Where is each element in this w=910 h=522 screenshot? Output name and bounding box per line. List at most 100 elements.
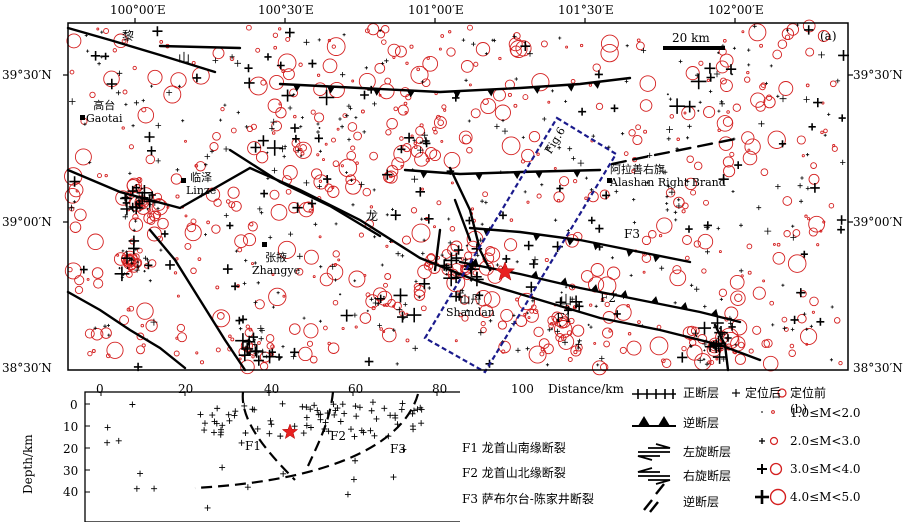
event-before bbox=[416, 67, 421, 72]
event-before bbox=[454, 339, 458, 343]
event-after bbox=[316, 122, 320, 126]
profile-event bbox=[314, 407, 321, 414]
event-after bbox=[711, 316, 724, 330]
profile-event bbox=[303, 404, 310, 411]
event-after bbox=[584, 176, 588, 180]
event-after bbox=[478, 329, 484, 336]
profile-event bbox=[280, 470, 287, 477]
event-after bbox=[161, 230, 169, 238]
legend-mag4: 4.0≤M<5.0 bbox=[790, 490, 861, 504]
event-before bbox=[656, 217, 673, 234]
event-after bbox=[421, 131, 428, 139]
event-after bbox=[271, 305, 275, 309]
event-before bbox=[748, 23, 767, 42]
event-after bbox=[235, 316, 244, 325]
event-after bbox=[659, 265, 665, 271]
event-before bbox=[470, 207, 475, 211]
event-after bbox=[769, 64, 773, 68]
event-after bbox=[249, 332, 258, 342]
event-after bbox=[417, 295, 421, 299]
event-before bbox=[527, 316, 531, 320]
map-fault-label-f1: F1 bbox=[556, 311, 572, 325]
event-after bbox=[422, 238, 426, 242]
event-before bbox=[250, 123, 257, 130]
event-before bbox=[273, 45, 278, 50]
event-after bbox=[118, 267, 121, 270]
event-before bbox=[413, 141, 418, 146]
event-after bbox=[103, 324, 107, 328]
event-after bbox=[704, 224, 710, 231]
event-after bbox=[290, 123, 300, 133]
event-before bbox=[483, 291, 501, 308]
event-before bbox=[100, 327, 112, 339]
profile-event bbox=[204, 504, 211, 511]
event-before bbox=[415, 125, 425, 136]
map-fault-label-f3: F3 bbox=[624, 227, 640, 241]
event-after bbox=[613, 310, 621, 318]
event-before bbox=[772, 251, 786, 265]
place-zhangye-en: Zhangye bbox=[252, 263, 301, 277]
event-before bbox=[759, 83, 766, 91]
profile-event bbox=[300, 430, 307, 437]
thrust-tooth bbox=[626, 249, 634, 257]
event-after bbox=[502, 254, 511, 263]
profile-faults bbox=[194, 391, 420, 490]
event-before bbox=[672, 265, 682, 275]
event-before bbox=[723, 165, 736, 178]
profile-y-tick-10: 10 bbox=[63, 420, 79, 434]
event-before bbox=[313, 174, 329, 190]
event-after bbox=[83, 122, 87, 126]
map-char-shan-1: 山 bbox=[178, 51, 191, 65]
event-before bbox=[636, 38, 641, 43]
event-after bbox=[692, 330, 699, 337]
event-after bbox=[673, 210, 678, 215]
event-before bbox=[277, 240, 296, 259]
event-before bbox=[631, 169, 636, 174]
event-after bbox=[475, 291, 484, 300]
event-before bbox=[136, 332, 145, 341]
event-after bbox=[377, 323, 382, 328]
profile-x-tick-20: 20 bbox=[178, 382, 194, 396]
event-after bbox=[155, 158, 161, 164]
legend-mag4-plus bbox=[755, 490, 769, 504]
event-before bbox=[504, 238, 518, 252]
profile-event bbox=[238, 439, 245, 446]
event-after bbox=[686, 179, 690, 184]
event-before bbox=[140, 323, 145, 328]
event-after bbox=[571, 156, 576, 161]
event-before bbox=[87, 350, 93, 357]
event-after bbox=[512, 313, 516, 317]
profile-fault-label-f3: F3 bbox=[390, 442, 406, 456]
event-before bbox=[96, 27, 100, 31]
legend-mag2-circle bbox=[769, 436, 779, 446]
event-before bbox=[326, 37, 346, 56]
event-after bbox=[209, 149, 215, 154]
event-after bbox=[673, 301, 677, 305]
event-after bbox=[181, 119, 185, 123]
event-after bbox=[521, 135, 525, 139]
event-before bbox=[358, 232, 364, 238]
event-before bbox=[816, 243, 820, 247]
event-after bbox=[804, 25, 814, 35]
event-after bbox=[393, 288, 408, 303]
event-after bbox=[136, 264, 140, 268]
event-after bbox=[340, 124, 344, 129]
event-before bbox=[128, 217, 144, 232]
event-before bbox=[248, 327, 253, 332]
event-after bbox=[140, 187, 143, 190]
town-marker-alashan bbox=[607, 178, 612, 183]
event-before bbox=[676, 137, 680, 142]
event-before bbox=[592, 360, 607, 376]
event-before bbox=[467, 24, 473, 31]
event-after bbox=[531, 256, 539, 263]
event-before bbox=[450, 240, 463, 253]
event-after bbox=[666, 184, 671, 189]
event-before bbox=[433, 225, 436, 229]
event-after bbox=[491, 38, 495, 42]
event-before bbox=[627, 332, 632, 336]
event-before bbox=[399, 136, 404, 141]
event-after bbox=[589, 188, 594, 192]
profile-event bbox=[341, 410, 348, 417]
event-after bbox=[419, 140, 423, 144]
event-after bbox=[739, 223, 743, 228]
